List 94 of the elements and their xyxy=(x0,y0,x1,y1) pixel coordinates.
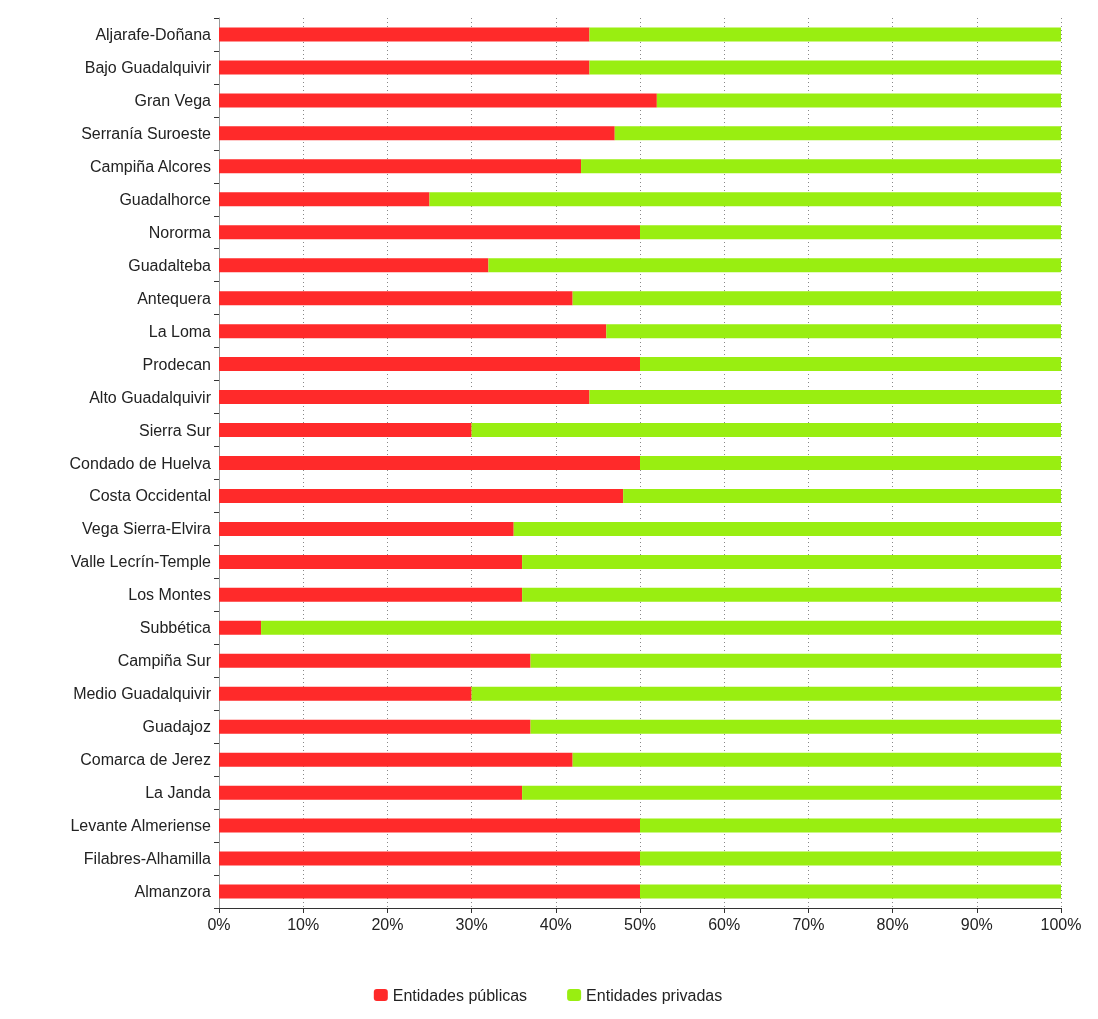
legend-label: Entidades públicas xyxy=(392,986,528,1004)
y-tick-label: Campiña Alcores xyxy=(90,157,211,175)
bar xyxy=(219,225,640,240)
y-tick-label: Almanzora xyxy=(134,883,212,901)
bar xyxy=(219,884,640,899)
bar xyxy=(219,27,590,42)
x-tick-label: 10% xyxy=(287,915,320,933)
bar xyxy=(640,884,1061,899)
y-tick-label: Guadalteba xyxy=(128,256,212,274)
x-tick-label: 50% xyxy=(623,915,657,933)
x-tick-label: 70% xyxy=(792,915,825,933)
x-tick-label: 90% xyxy=(960,915,993,933)
bar xyxy=(219,60,590,75)
bar xyxy=(471,423,1061,438)
bar xyxy=(589,390,1061,405)
y-tick-label: Alto Guadalquivir xyxy=(89,388,212,406)
bar xyxy=(522,587,1061,602)
bar xyxy=(640,357,1061,372)
bar xyxy=(219,357,640,372)
y-tick-label: Aljarafe-Doñana xyxy=(95,25,212,43)
bar xyxy=(522,554,1061,569)
bar xyxy=(572,752,1061,767)
x-tick-label: 100% xyxy=(1040,915,1082,933)
bar xyxy=(219,521,514,536)
y-tick-label: Bajo Guadalquivir xyxy=(84,58,212,76)
bar xyxy=(219,620,262,635)
y-tick-label: Sierra Sur xyxy=(138,421,212,439)
bar xyxy=(261,620,1061,635)
y-tick-label: Serranía Suroeste xyxy=(81,124,212,142)
y-tick-label: Prodecan xyxy=(142,355,211,373)
y-tick-label: Levante Almeriense xyxy=(70,817,212,835)
y-tick-label: Subbética xyxy=(139,619,212,637)
bar xyxy=(219,93,657,108)
bar xyxy=(589,27,1061,42)
y-tick-label: Medio Guadalquivir xyxy=(73,685,212,703)
y-tick-label: Costa Occidental xyxy=(89,487,211,505)
bar xyxy=(219,192,430,207)
x-tick-label: 30% xyxy=(455,915,488,933)
y-tick-label: Filabres-Alhamilla xyxy=(83,850,212,868)
bar xyxy=(640,818,1061,833)
bar xyxy=(219,324,607,339)
bar xyxy=(606,324,1061,339)
bar xyxy=(219,653,531,668)
y-tick-label: Los Montes xyxy=(128,586,211,604)
y-tick-label: Vega Sierra-Elvira xyxy=(82,520,212,538)
x-tick-label: 0% xyxy=(207,915,231,933)
bar xyxy=(581,159,1061,174)
bar xyxy=(219,554,523,569)
bar xyxy=(623,488,1061,503)
bar xyxy=(219,587,523,602)
bar xyxy=(219,488,624,503)
y-tick-label: Antequera xyxy=(137,289,212,307)
bar xyxy=(219,159,582,174)
bar xyxy=(219,390,590,405)
y-tick-label: La Janda xyxy=(145,784,212,802)
bar xyxy=(640,456,1061,470)
bar xyxy=(614,126,1061,141)
bar xyxy=(640,851,1061,866)
x-tick-label: 40% xyxy=(539,915,572,933)
bar xyxy=(219,291,573,306)
bar xyxy=(530,653,1061,668)
bar xyxy=(219,785,523,800)
y-tick-label: Guadajoz xyxy=(142,718,211,736)
bar xyxy=(471,686,1061,701)
bar xyxy=(219,851,640,866)
x-tick-label: 60% xyxy=(708,915,741,933)
bar xyxy=(219,818,640,833)
bar xyxy=(530,719,1061,734)
bar xyxy=(640,225,1061,240)
x-tick-label: 80% xyxy=(876,915,909,933)
legend-label: Entidades privadas xyxy=(586,986,723,1004)
bar xyxy=(219,752,573,767)
y-tick-label: Nororma xyxy=(148,223,212,241)
bar xyxy=(589,60,1061,75)
bar xyxy=(219,456,640,470)
x-tick-label: 20% xyxy=(371,915,404,933)
bar xyxy=(522,785,1061,800)
y-tick-label: Campiña Sur xyxy=(117,652,212,670)
bar xyxy=(429,192,1061,207)
bar xyxy=(219,719,531,734)
bar xyxy=(488,258,1061,273)
bar xyxy=(513,521,1061,536)
bar xyxy=(656,93,1061,108)
y-tick-label: La Loma xyxy=(148,322,212,340)
bar xyxy=(219,126,615,141)
bar xyxy=(219,423,472,438)
bar xyxy=(219,258,489,273)
bar xyxy=(219,686,472,701)
y-tick-label: Gran Vega xyxy=(134,91,212,109)
y-tick-label: Valle Lecrín-Temple xyxy=(70,553,212,571)
y-tick-label: Guadalhorce xyxy=(119,190,212,208)
y-tick-label: Condado de Huelva xyxy=(69,454,212,472)
y-tick-label: Comarca de Jerez xyxy=(80,751,211,769)
bar xyxy=(572,291,1061,306)
